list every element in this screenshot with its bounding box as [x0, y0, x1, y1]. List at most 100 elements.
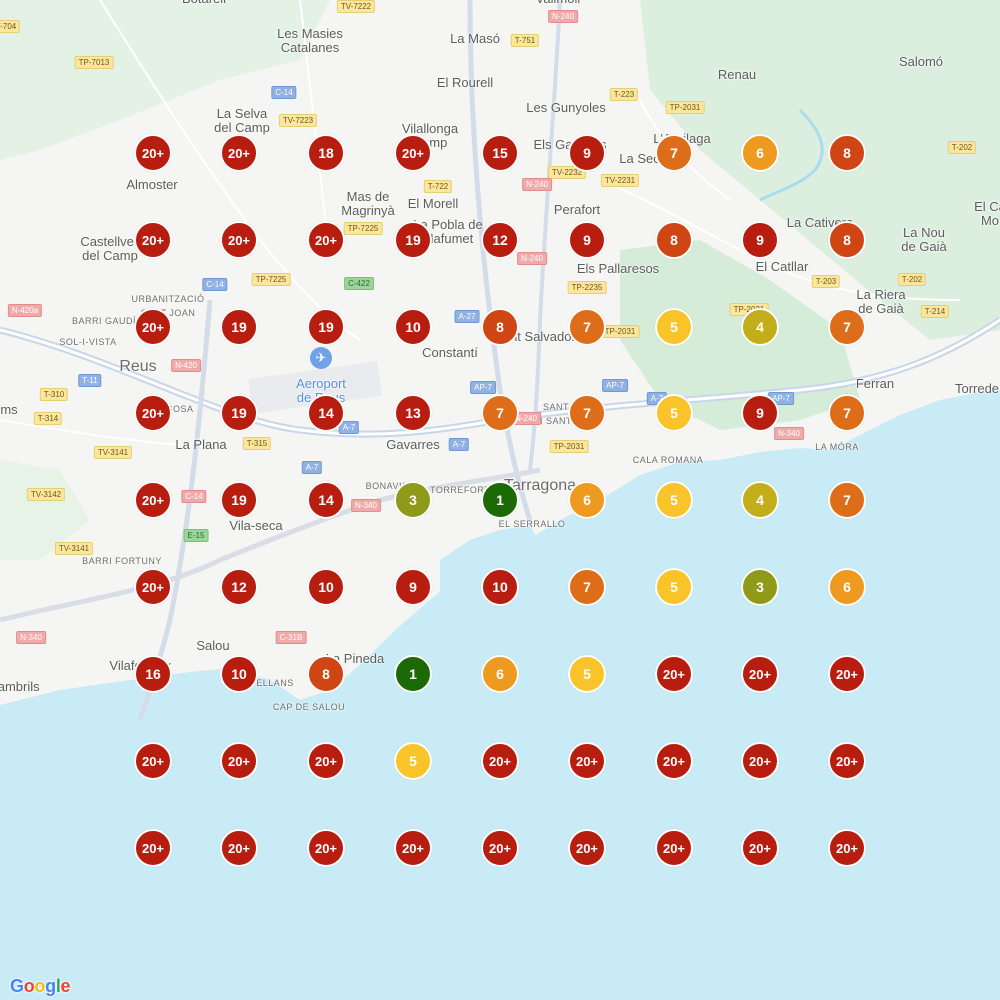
road-shield: TP-2031	[665, 101, 705, 114]
road-shield: N-340	[16, 631, 46, 644]
airplane-icon: ✈	[310, 347, 332, 369]
count-marker[interactable]: 6	[568, 481, 606, 519]
count-marker[interactable]: 1	[481, 481, 519, 519]
count-marker[interactable]: 20+	[220, 829, 258, 867]
count-marker[interactable]: 20+	[307, 221, 345, 259]
count-marker[interactable]: 20+	[134, 481, 172, 519]
count-marker[interactable]: 20+	[220, 742, 258, 780]
place-label: SOSA	[166, 404, 194, 414]
count-marker[interactable]: 20+	[220, 221, 258, 259]
count-marker[interactable]: 5	[655, 568, 693, 606]
count-marker[interactable]: 20+	[655, 655, 693, 693]
count-marker[interactable]: 19	[394, 221, 432, 259]
count-marker[interactable]: 18	[307, 134, 345, 172]
count-marker[interactable]: 7	[655, 134, 693, 172]
count-marker[interactable]: 5	[568, 655, 606, 693]
count-marker[interactable]: 8	[481, 308, 519, 346]
count-marker[interactable]: 5	[394, 742, 432, 780]
count-marker[interactable]: 7	[568, 394, 606, 432]
count-marker[interactable]: 16	[134, 655, 172, 693]
count-marker[interactable]: 4	[741, 308, 779, 346]
count-marker[interactable]: 7	[568, 568, 606, 606]
count-marker[interactable]: 10	[394, 308, 432, 346]
count-marker[interactable]: 10	[481, 568, 519, 606]
count-marker[interactable]: 20+	[568, 829, 606, 867]
count-marker[interactable]: 1	[394, 655, 432, 693]
count-marker[interactable]: 8	[307, 655, 345, 693]
count-marker[interactable]: 20+	[655, 742, 693, 780]
count-marker[interactable]: 12	[220, 568, 258, 606]
road-shield: N-340	[774, 427, 804, 440]
count-marker[interactable]: 7	[828, 308, 866, 346]
count-marker[interactable]: 6	[481, 655, 519, 693]
road-shield: T-315	[242, 437, 272, 450]
count-marker[interactable]: 8	[828, 134, 866, 172]
count-marker[interactable]: 20+	[307, 742, 345, 780]
count-marker[interactable]: 19	[220, 394, 258, 432]
count-marker[interactable]: 7	[568, 308, 606, 346]
place-label: BARRI GAUDÍ	[71, 316, 137, 326]
road-shield: T-11	[78, 374, 102, 387]
road-shield: T-203	[811, 275, 841, 288]
road-shield: T-214	[920, 305, 950, 318]
count-marker[interactable]: 5	[655, 308, 693, 346]
count-marker[interactable]: 5	[655, 481, 693, 519]
count-marker[interactable]: 5	[655, 394, 693, 432]
count-marker[interactable]: 9	[394, 568, 432, 606]
count-marker[interactable]: 20+	[134, 829, 172, 867]
count-marker[interactable]: 14	[307, 394, 345, 432]
count-marker[interactable]: 19	[220, 308, 258, 346]
count-marker[interactable]: 13	[394, 394, 432, 432]
road-shield: TV-3141	[54, 542, 94, 555]
count-marker[interactable]: 15	[481, 134, 519, 172]
count-marker[interactable]: 20+	[481, 829, 519, 867]
road-shield: A-7	[448, 438, 470, 451]
count-marker[interactable]: 19	[307, 308, 345, 346]
google-logo: Google	[10, 976, 71, 996]
count-marker[interactable]: 3	[741, 568, 779, 606]
count-marker[interactable]: 6	[828, 568, 866, 606]
count-marker[interactable]: 20+	[134, 134, 172, 172]
count-marker[interactable]: 20+	[134, 742, 172, 780]
count-marker[interactable]: 7	[828, 394, 866, 432]
count-marker[interactable]: 9	[568, 221, 606, 259]
road-shield: C-422	[344, 277, 374, 290]
count-marker[interactable]: 9	[741, 394, 779, 432]
count-marker[interactable]: 3	[394, 481, 432, 519]
count-marker[interactable]: 20+	[394, 829, 432, 867]
count-marker[interactable]: 20+	[741, 829, 779, 867]
count-marker[interactable]: 20+	[307, 829, 345, 867]
place-label: Ferran	[855, 376, 895, 391]
count-marker[interactable]: 19	[220, 481, 258, 519]
count-marker[interactable]: 9	[741, 221, 779, 259]
count-marker[interactable]: 7	[828, 481, 866, 519]
count-marker[interactable]: 20+	[394, 134, 432, 172]
count-marker[interactable]: 20+	[655, 829, 693, 867]
count-marker[interactable]: 20+	[481, 742, 519, 780]
count-marker[interactable]: 20+	[828, 829, 866, 867]
count-marker[interactable]: 8	[828, 221, 866, 259]
count-marker[interactable]: 20+	[220, 134, 258, 172]
count-marker[interactable]: 20+	[134, 308, 172, 346]
count-marker[interactable]: 20+	[134, 394, 172, 432]
place-label: SOL-I-VISTA	[59, 337, 117, 347]
count-marker[interactable]: 8	[655, 221, 693, 259]
count-marker[interactable]: 14	[307, 481, 345, 519]
count-marker[interactable]: 7	[481, 394, 519, 432]
count-marker[interactable]: 10	[220, 655, 258, 693]
count-marker[interactable]: 12	[481, 221, 519, 259]
count-marker[interactable]: 20+	[828, 655, 866, 693]
count-marker[interactable]: 9	[568, 134, 606, 172]
count-marker[interactable]: 20+	[828, 742, 866, 780]
count-marker[interactable]: 20+	[741, 742, 779, 780]
count-marker[interactable]: 4	[741, 481, 779, 519]
count-marker[interactable]: 20+	[134, 568, 172, 606]
count-marker[interactable]: 10	[307, 568, 345, 606]
count-marker[interactable]: 6	[741, 134, 779, 172]
count-marker[interactable]: 20+	[134, 221, 172, 259]
count-marker[interactable]: 20+	[741, 655, 779, 693]
road-shield: T-751	[510, 34, 540, 47]
place-label: Vila-seca	[229, 518, 283, 533]
count-marker[interactable]: 20+	[568, 742, 606, 780]
